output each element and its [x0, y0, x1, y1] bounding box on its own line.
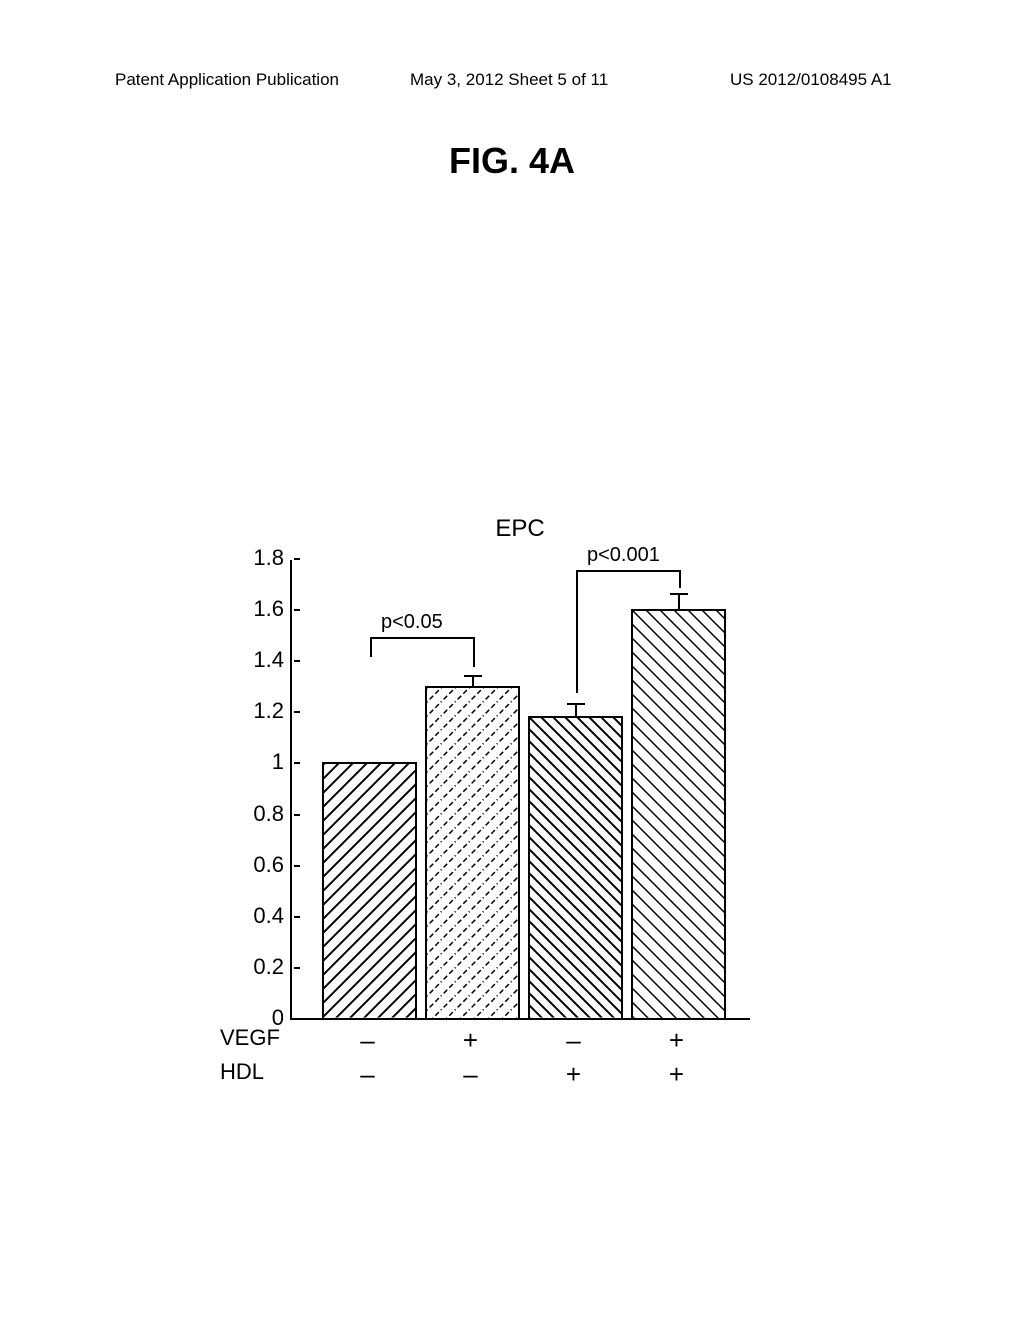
bar: [528, 716, 623, 1018]
factor-row-label: HDL: [220, 1059, 264, 1085]
y-tick-label: 0.6: [253, 852, 292, 878]
error-bar: [678, 593, 680, 611]
header-patent-no: US 2012/0108495 A1: [730, 70, 892, 90]
figure-label: FIG. 4A: [0, 140, 1024, 182]
factor-row-label: VEGF: [220, 1025, 280, 1051]
plot-area: 00.20.40.60.811.21.41.61.8p<0.05p<0.001: [290, 560, 750, 1020]
factor-cell: –: [566, 1025, 580, 1056]
bar: [322, 762, 417, 1018]
y-tick-label: 1: [272, 749, 292, 775]
significance-bracket: [576, 570, 679, 572]
significance-label: p<0.001: [587, 544, 660, 567]
y-tick-label: 1.4: [253, 647, 292, 673]
significance-bracket-arm: [473, 637, 475, 668]
y-tick-label: 1.6: [253, 596, 292, 622]
y-tick-label: 0.4: [253, 903, 292, 929]
factor-cell: –: [360, 1059, 374, 1090]
significance-bracket: [370, 637, 473, 639]
error-bar: [575, 703, 577, 718]
factor-cell: +: [669, 1059, 684, 1090]
factor-cell: –: [360, 1025, 374, 1056]
y-tick-label: 0.2: [253, 954, 292, 980]
bar: [425, 686, 520, 1018]
factor-row: HDL––++: [290, 1059, 750, 1093]
bar: [631, 609, 726, 1018]
factor-cell: +: [463, 1025, 478, 1056]
x-axis-factor-labels: VEGF–+–+HDL––++: [290, 1025, 750, 1093]
significance-bracket-arm: [679, 570, 681, 588]
header-publication: Patent Application Publication: [115, 70, 339, 90]
y-tick-label: 1.8: [253, 545, 292, 571]
error-bar: [472, 675, 474, 688]
factor-cell: +: [566, 1059, 581, 1090]
factor-cell: –: [463, 1059, 477, 1090]
factor-row: VEGF–+–+: [290, 1025, 750, 1059]
significance-bracket-arm: [370, 637, 372, 657]
y-tick-label: 1.2: [253, 698, 292, 724]
epc-bar-chart: EPC 00.20.40.60.811.21.41.61.8p<0.05p<0.…: [220, 540, 820, 1160]
chart-title: EPC: [220, 515, 820, 543]
significance-bracket-arm: [576, 570, 578, 693]
factor-cell: +: [669, 1025, 684, 1056]
header-date-sheet: May 3, 2012 Sheet 5 of 11: [410, 70, 608, 90]
y-tick-label: 0.8: [253, 801, 292, 827]
significance-label: p<0.05: [381, 611, 443, 634]
